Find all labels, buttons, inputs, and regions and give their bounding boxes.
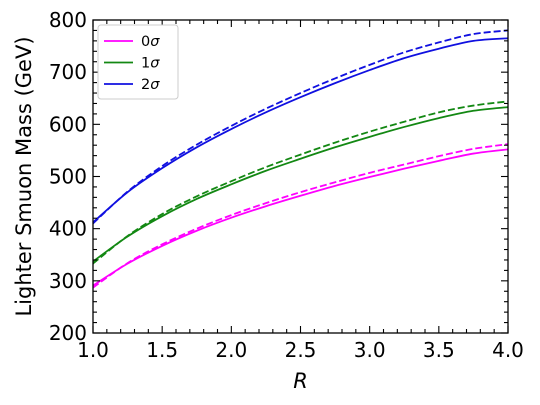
series-line-2-dashed — [92, 143, 509, 289]
x-axis-title: R — [293, 369, 308, 393]
legend-items: 0σ 1σ 2σ — [104, 34, 160, 93]
y-tick-label: 500 — [49, 165, 87, 189]
series-line-3-solid — [92, 106, 509, 263]
series-line-5-solid — [92, 37, 509, 224]
series-line-6-dashed — [92, 29, 509, 225]
series-line-4-dashed — [92, 100, 509, 265]
y-tick-label: 600 — [49, 112, 87, 136]
y-tick-label: 800 — [49, 8, 87, 32]
x-tick-label: 1.0 — [77, 338, 109, 362]
x-tick-label: 2.5 — [285, 338, 317, 362]
x-tick-label: 3.0 — [354, 338, 386, 362]
legend-label-0: 0σ — [141, 34, 160, 50]
y-tick-label: 300 — [49, 269, 87, 293]
x-tick-label: 4.0 — [492, 338, 524, 362]
series-layer — [92, 29, 509, 289]
ticks-layer — [92, 19, 509, 334]
x-tick-label: 3.5 — [423, 338, 455, 362]
legend-label-1: 1σ — [141, 56, 160, 72]
x-tick-label: 1.5 — [146, 338, 178, 362]
y-tick-label: 700 — [49, 60, 87, 84]
y-tick-label: 200 — [49, 321, 87, 345]
y-axis-title: Lighter Smuon Mass (GeV) — [12, 36, 36, 316]
legend: 0σ 1σ 2σ — [97, 24, 179, 100]
legend-box — [97, 24, 179, 100]
labels-layer: 1.0 1.5 2.0 2.5 3.0 3.5 4.0 200 300 400 500 600 700 8… — [49, 8, 524, 362]
y-tick-label: 400 — [49, 217, 87, 241]
series-line-1-solid — [92, 148, 509, 287]
legend-label-2: 2σ — [141, 77, 160, 93]
x-tick-label: 2.0 — [215, 338, 247, 362]
